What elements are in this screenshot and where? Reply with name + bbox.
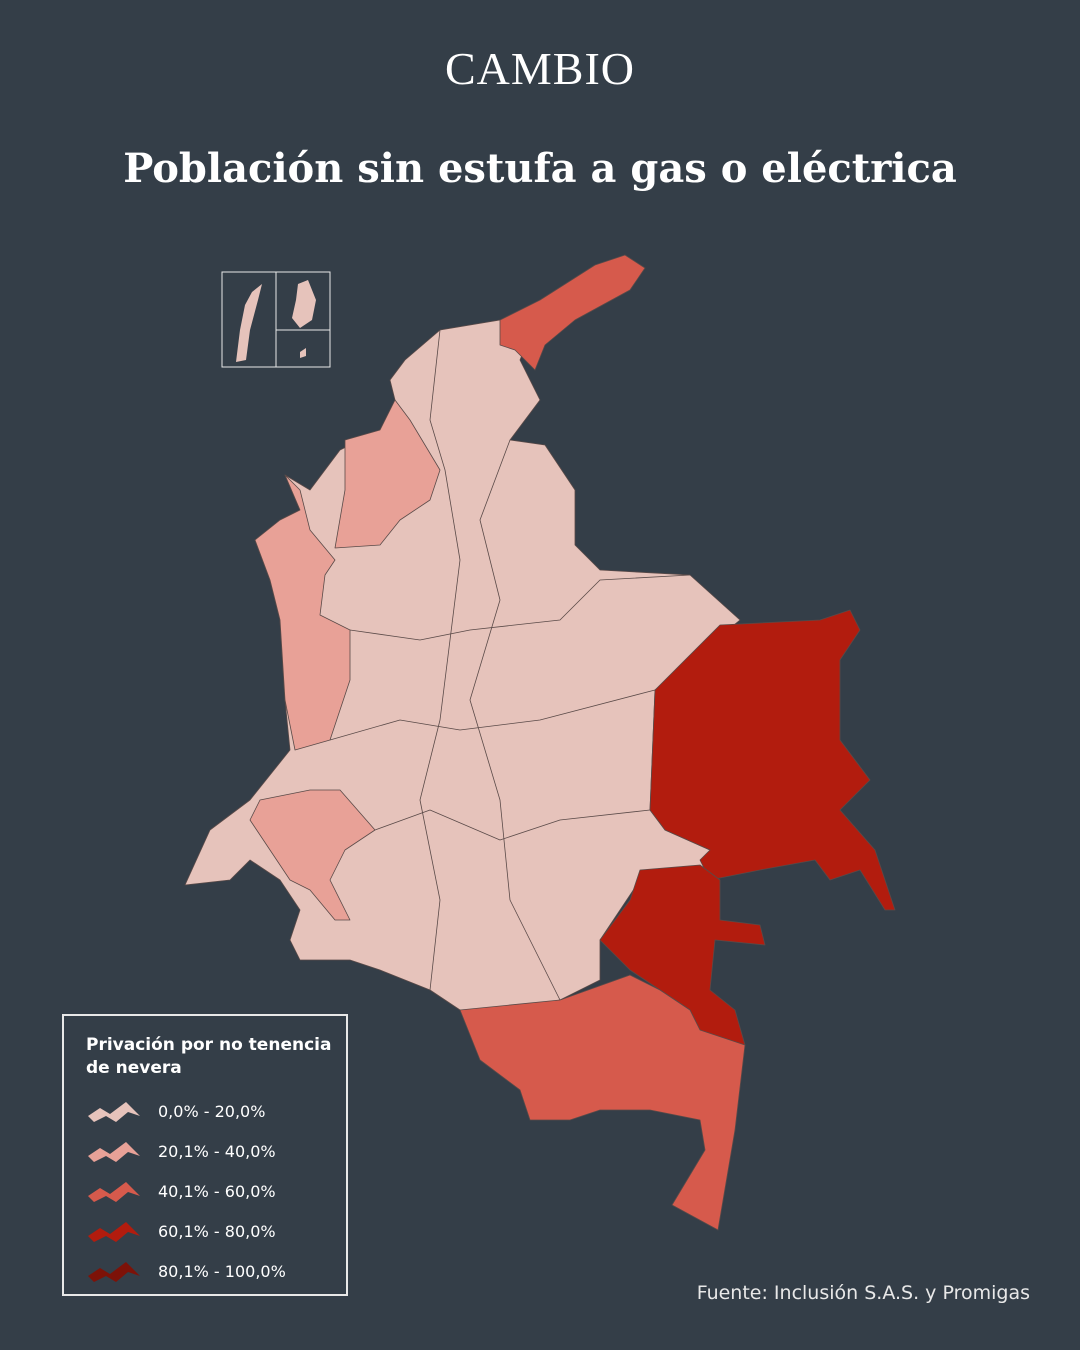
department xyxy=(459,974,746,1231)
legend-label: 80,1% - 100,0% xyxy=(158,1261,286,1281)
border xyxy=(419,329,461,991)
islands xyxy=(236,280,316,362)
title: Población sin estufa a gas o eléctrica xyxy=(123,145,957,192)
legend-item: 60,1% - 80,0% xyxy=(86,1216,276,1246)
department xyxy=(599,864,766,1046)
legend: Privación por no tenencia de nevera 0,0%… xyxy=(62,1014,348,1296)
legend-swatch xyxy=(88,1262,140,1282)
border xyxy=(329,689,656,741)
department xyxy=(649,609,896,911)
legend-swatch-shape xyxy=(88,1182,140,1202)
inset xyxy=(221,271,331,368)
department xyxy=(499,254,646,371)
island xyxy=(292,280,316,328)
legend-item: 40,1% - 60,0% xyxy=(86,1176,276,1206)
legend-item: 20,1% - 40,0% xyxy=(86,1136,276,1166)
legend-swatch-shape xyxy=(88,1142,140,1162)
border xyxy=(469,439,561,1001)
island xyxy=(236,284,262,362)
legend-swatch-shape xyxy=(88,1262,140,1282)
legend-swatch xyxy=(88,1142,140,1162)
legend-swatch xyxy=(88,1102,140,1122)
department xyxy=(254,474,351,751)
department xyxy=(334,399,441,549)
legend-swatch-shape xyxy=(88,1222,140,1242)
island xyxy=(300,348,306,358)
department xyxy=(249,789,376,921)
legend-label: 20,1% - 40,0% xyxy=(158,1141,276,1161)
logo: CAMBIO xyxy=(444,43,636,94)
legend-item: 80,1% - 100,0% xyxy=(86,1256,286,1286)
border xyxy=(349,574,691,641)
legend-label: 0,0% - 20,0% xyxy=(158,1101,266,1121)
legend-label: 60,1% - 80,0% xyxy=(158,1221,276,1241)
legend-label: 40,1% - 60,0% xyxy=(158,1181,276,1201)
source: Fuente: Inclusión S.A.S. y Promigas xyxy=(696,1282,1030,1304)
legend-swatch xyxy=(88,1182,140,1202)
legend-item: 0,0% - 20,0% xyxy=(86,1096,265,1126)
legend-swatch-shape xyxy=(88,1102,140,1122)
border xyxy=(374,809,651,841)
legend-title: Privación por no tenencia de nevera xyxy=(86,1035,332,1078)
legend-swatch xyxy=(88,1222,140,1242)
